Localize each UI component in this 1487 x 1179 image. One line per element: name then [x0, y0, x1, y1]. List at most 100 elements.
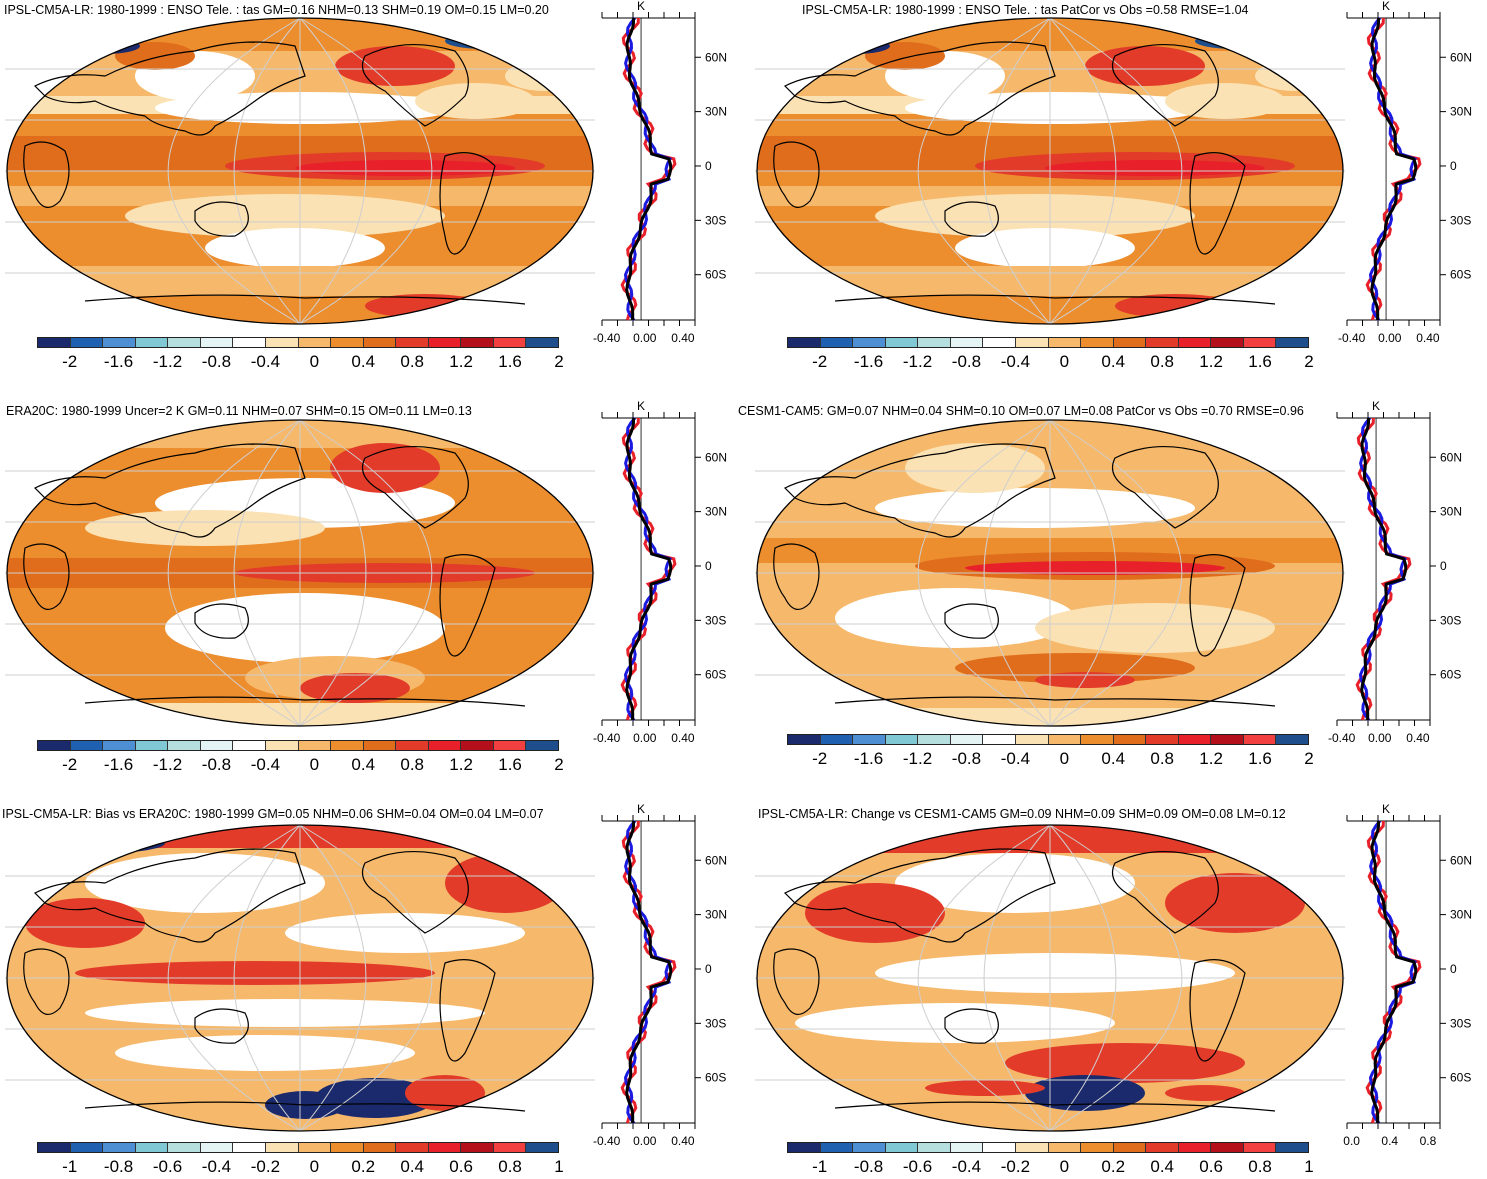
colorbar-swatch [788, 1143, 821, 1152]
colorbar-labels: -2 -1.6 -1.2 -0.8 -0.4 0 0.4 0.8 1.2 1.6 2 [787, 352, 1314, 374]
colorbar-swatch [298, 741, 332, 750]
zonal-mean-plot: K -0.40 0.00 0.40 60N 30N 0 30S 60S [593, 803, 727, 1148]
colorbar-label: 0.4 [351, 352, 376, 371]
colorbar-swatch [1243, 735, 1277, 744]
colorbar-swatch [461, 338, 494, 347]
zonal-mean-plot: K 0.0 0.4 0.8 60N 30N 0 30S 60S [1343, 803, 1472, 1148]
colorbar-label: 0.6 [449, 1157, 473, 1176]
colorbar-swatch [38, 741, 71, 750]
colorbar-swatch [820, 338, 854, 347]
colorbar-swatch [265, 338, 299, 347]
colorbar-swatch [1243, 338, 1277, 347]
latitude-label: 30S [1450, 213, 1471, 227]
panel-title: ERA20C: 1980-1999 Uncer=2 K GM=0.11 NHM=… [6, 404, 472, 418]
colorbar-label: 0 [309, 352, 320, 371]
colorbar-label: -1.6 [853, 749, 884, 768]
colorbar-label: 0.8 [498, 1157, 522, 1176]
colorbar-swatch [233, 338, 266, 347]
colorbar-swatch [396, 741, 429, 750]
panel-title: IPSL-CM5A-LR: Change vs CESM1-CAM5 GM=0.… [758, 807, 1286, 821]
colorbar-swatch [918, 338, 951, 347]
colorbar-label: 1.2 [449, 755, 473, 774]
colorbar-swatch [70, 338, 104, 347]
colorbar-label: 1.6 [498, 755, 522, 774]
unit-label: K [1372, 400, 1380, 413]
colorbar-label: 0.2 [351, 1157, 376, 1176]
colorbar-label: 0.8 [1248, 1157, 1272, 1176]
colorbar-swatch [461, 1143, 494, 1152]
colorbar-swatch [1178, 735, 1212, 744]
colorbar-swatch [168, 1143, 201, 1152]
colorbar-label: -0.8 [951, 749, 982, 768]
latitude-label: 60N [1450, 853, 1472, 867]
colorbar [37, 740, 559, 751]
panel-bias: IPSL-CM5A-LR: Bias vs ERA20C: 1980-1999 … [0, 803, 740, 1177]
colorbar-labels: -1 -0.8 -0.6 -0.4 -0.2 0 0.2 0.4 0.6 0.8 1 [37, 1157, 564, 1179]
colorbar-swatch [396, 1143, 429, 1152]
latitude-label: 0 [705, 159, 712, 173]
colorbar-label: -2 [812, 749, 828, 768]
colorbar-swatch [820, 735, 854, 744]
colorbar-labels: -2 -1.6 -1.2 -0.8 -0.4 0 0.4 0.8 1.2 1.6 2 [787, 749, 1314, 771]
colorbar-label: -1.2 [902, 749, 933, 768]
colorbar-label: -0.4 [1000, 749, 1031, 768]
zonal-tick-label: -0.40 [1328, 731, 1356, 745]
colorbar-label: 2 [1304, 352, 1314, 371]
zonal-tick-label: 0.0 [1343, 1134, 1360, 1148]
colorbar-swatch [526, 741, 558, 750]
colorbar-swatch [135, 1143, 169, 1152]
colorbar-swatch [38, 338, 71, 347]
zonal-mean-plot: K -0.40 0.00 0.40 60N 30N 0 30S 60S [593, 400, 727, 745]
colorbar-label: -1.2 [902, 352, 933, 371]
colorbar-labels: -1 -0.8 -0.6 -0.4 -0.2 0 0.2 0.4 0.6 0.8 1 [787, 1157, 1314, 1179]
latitude-label: 60S [705, 668, 726, 682]
colorbar-swatch [493, 741, 527, 750]
colorbar-swatch [918, 1143, 951, 1152]
colorbar-swatch [200, 741, 234, 750]
colorbar-label: 1 [1304, 1157, 1314, 1176]
colorbar-swatch [853, 338, 886, 347]
colorbar-label: -2 [62, 755, 78, 774]
world-map [755, 419, 1345, 727]
world-map [755, 824, 1345, 1132]
zonal-mean-plot: K -0.40 0.00 0.40 60N 30N 0 30S 60S [593, 0, 727, 345]
colorbar-swatch [983, 338, 1016, 347]
colorbar-swatch [233, 1143, 266, 1152]
colorbar-label: -0.2 [1000, 1157, 1031, 1176]
colorbar-label: 1.2 [449, 352, 473, 371]
colorbar-label: 0 [309, 755, 320, 774]
panel-title: IPSL-CM5A-LR: 1980-1999 : ENSO Tele. : t… [802, 3, 1249, 17]
latitude-label: 0 [705, 962, 712, 976]
colorbar-swatch [331, 338, 364, 347]
zonal-tick-label: 0.00 [633, 331, 657, 345]
colorbar-label: -0.8 [951, 352, 982, 371]
latitude-label: 60N [705, 853, 727, 867]
colorbar-label: 2 [1304, 749, 1314, 768]
colorbar-label: 1.2 [1199, 352, 1223, 371]
colorbar-swatch [1081, 1143, 1114, 1152]
colorbar-swatch [331, 1143, 364, 1152]
world-map [5, 17, 595, 325]
latitude-label: 30N [705, 505, 727, 519]
colorbar-labels: -2 -1.6 -1.2 -0.8 -0.4 0 0.4 0.8 1.2 1.6 2 [37, 755, 564, 777]
panel-ipsl-enso: IPSL-CM5A-LR: 1980-1999 : ENSO Tele. : t… [0, 0, 740, 385]
colorbar-swatch [788, 735, 821, 744]
colorbar-swatch [1015, 1143, 1049, 1152]
colorbar-swatch [1211, 1143, 1244, 1152]
latitude-label: 30N [1450, 908, 1472, 922]
unit-label: K [1382, 0, 1390, 13]
panel-ipsl-patcor: IPSL-CM5A-LR: 1980-1999 : ENSO Tele. : t… [750, 0, 1487, 385]
colorbar-swatch [885, 735, 919, 744]
latitude-label: 30S [1450, 1016, 1471, 1030]
colorbar-label: -0.6 [902, 1157, 933, 1176]
colorbar-swatch [428, 1143, 462, 1152]
world-map [755, 17, 1345, 325]
colorbar-swatch [526, 1143, 558, 1152]
colorbar-swatch [70, 1143, 104, 1152]
colorbar-swatch [331, 741, 364, 750]
colorbar-swatch [1276, 1143, 1308, 1152]
latitude-label: 60N [705, 450, 727, 464]
latitude-label: 0 [1440, 559, 1447, 573]
colorbar-swatch [1113, 735, 1147, 744]
zonal-tick-label: -0.40 [593, 331, 621, 345]
